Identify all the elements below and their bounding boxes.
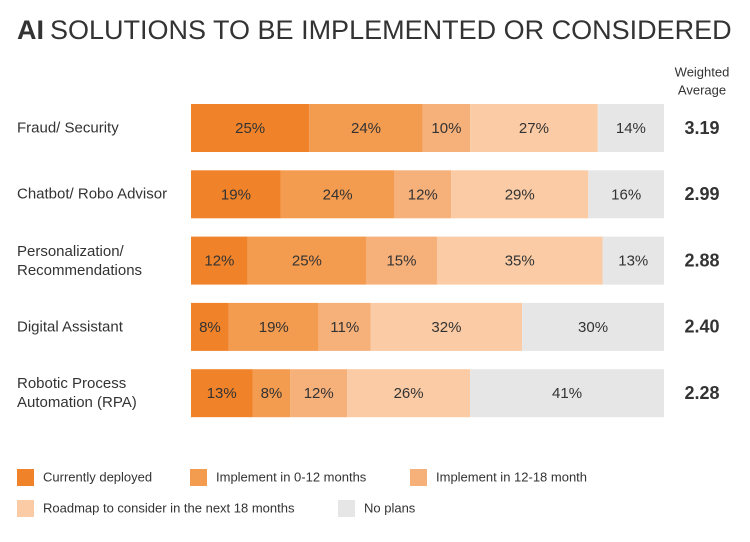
bar-segment	[247, 236, 367, 285]
legend-swatch	[338, 500, 355, 517]
bar-segment	[290, 369, 348, 418]
bar-segment	[252, 369, 291, 418]
bar-segment	[436, 236, 603, 285]
data-label: 19%	[259, 319, 289, 336]
weighted-average: 3.19	[684, 118, 719, 138]
data-label: 12%	[204, 253, 234, 270]
weighted-average: 2.99	[684, 184, 719, 204]
data-label: 12%	[408, 186, 438, 203]
legend-swatch	[17, 469, 34, 486]
bar-segment	[191, 104, 310, 152]
data-label: 14%	[616, 120, 646, 137]
category-label: Robotic Process Automation (RPA)	[17, 375, 137, 412]
legend-swatch	[190, 469, 207, 486]
data-label: 24%	[351, 120, 381, 137]
category-label: Fraud/ Security	[17, 119, 119, 137]
data-label: 8%	[199, 319, 221, 336]
data-label: 26%	[394, 385, 424, 402]
bar-segment	[522, 302, 664, 351]
legend-label: Currently deployed	[43, 469, 152, 484]
title-rest: SOLUTIONS TO BE IMPLEMENTED OR CONSIDERE…	[50, 15, 732, 45]
legend-label: Roadmap to consider in the next 18 month…	[43, 500, 295, 515]
bar-segment	[370, 302, 523, 351]
bar-segment	[191, 369, 253, 418]
category-label: Digital Assistant	[17, 318, 123, 336]
weighted-average: 2.40	[684, 317, 719, 337]
bar-segment	[470, 369, 664, 418]
category-label: Chatbot/ Robo Advisor	[17, 185, 168, 203]
bar-segment	[191, 170, 281, 219]
data-label: 10%	[431, 120, 461, 137]
legend-swatch	[410, 469, 427, 486]
data-label: 25%	[235, 120, 265, 137]
category-label: Personalization/ Recommendations	[17, 242, 143, 279]
legend-label: No plans	[364, 500, 416, 515]
bar-segment	[228, 302, 319, 351]
data-label: 13%	[207, 385, 237, 402]
data-label: 15%	[386, 253, 416, 270]
data-label: 19%	[221, 186, 251, 203]
column-header: Weighted	[675, 64, 730, 79]
bar-segment	[602, 236, 664, 285]
weighted-average: 2.88	[684, 250, 719, 270]
data-label: 30%	[578, 319, 608, 336]
column-header: Average	[678, 82, 726, 97]
data-label: 11%	[330, 319, 359, 336]
bar-segment	[318, 302, 371, 351]
weighted-average: 2.28	[684, 383, 719, 403]
data-label: 16%	[611, 186, 641, 203]
data-label: 12%	[304, 385, 334, 402]
data-label: 8%	[261, 385, 283, 402]
data-label: 41%	[552, 385, 582, 402]
legend-swatch	[17, 500, 34, 517]
data-label: 35%	[505, 253, 535, 270]
bar-segment	[597, 104, 664, 152]
bar-segment	[191, 236, 248, 285]
data-label: 27%	[519, 120, 549, 137]
bar-segment	[588, 170, 664, 219]
bar-segment	[309, 104, 423, 152]
legend-label: Implement in 0-12 months	[216, 469, 367, 484]
data-label: 32%	[431, 319, 461, 336]
data-label: 13%	[618, 253, 648, 270]
legend-label: Implement in 12-18 month	[436, 469, 587, 484]
bar-segment	[422, 104, 471, 152]
bar-segment	[280, 170, 395, 219]
data-label: 29%	[505, 186, 535, 203]
bar-segment	[470, 104, 598, 152]
bar-segment	[191, 302, 229, 351]
data-label: 24%	[323, 186, 353, 203]
bar-segment	[394, 170, 452, 219]
data-label: 25%	[292, 253, 322, 270]
bar-segment	[451, 170, 589, 219]
title-bold: AI	[17, 15, 44, 45]
chart-title: AI SOLUTIONS TO BE IMPLEMENTED OR CONSIDE…	[17, 15, 732, 45]
bar-segment	[366, 236, 437, 285]
bar-segment	[347, 369, 471, 418]
